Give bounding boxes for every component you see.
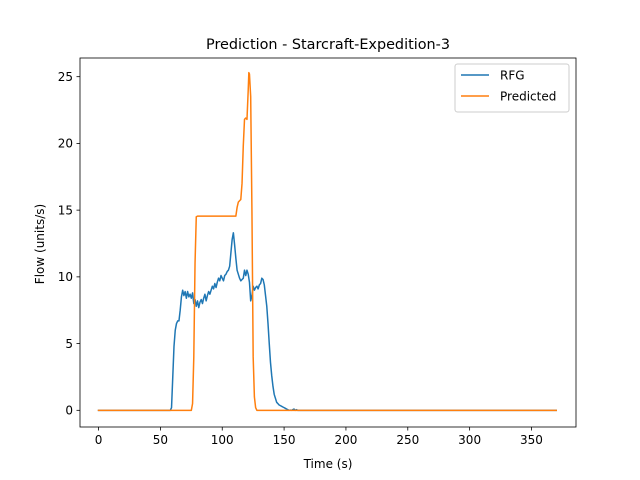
chart-title: Prediction - Starcraft-Expedition-3 [206,37,450,53]
y-tick-label: 10 [58,270,73,284]
y-tick-label: 0 [65,404,73,418]
legend: RFG Predicted [454,63,570,113]
axes-layer: 0 50 100 150 200 250 300 350 0 5 10 15 20 25 [58,57,577,447]
x-tick-label: 200 [334,433,357,447]
plot-frame [79,57,577,428]
series-line-rfg [97,232,557,412]
series-layer [97,71,557,412]
legend-label-predicted: Predicted [500,89,556,103]
legend-label-rfg: RFG [500,68,525,82]
x-tick-label: 100 [211,433,234,447]
x-tick-label: 250 [396,433,419,447]
x-tick-label: 0 [95,433,103,447]
x-tick-label: 50 [153,433,168,447]
x-axis-label: Time (s) [303,457,353,471]
y-tick-label: 15 [58,203,73,217]
legend-box [454,63,570,113]
x-tick-label: 300 [458,433,481,447]
y-tick-label: 20 [58,137,73,151]
x-tick-label: 350 [520,433,543,447]
y-axis-label: Flow (units/s) [33,204,47,284]
series-line-predicted [97,71,557,412]
x-tick-label: 150 [273,433,296,447]
y-tick-label: 5 [65,337,73,351]
y-tick-label: 25 [58,70,73,84]
